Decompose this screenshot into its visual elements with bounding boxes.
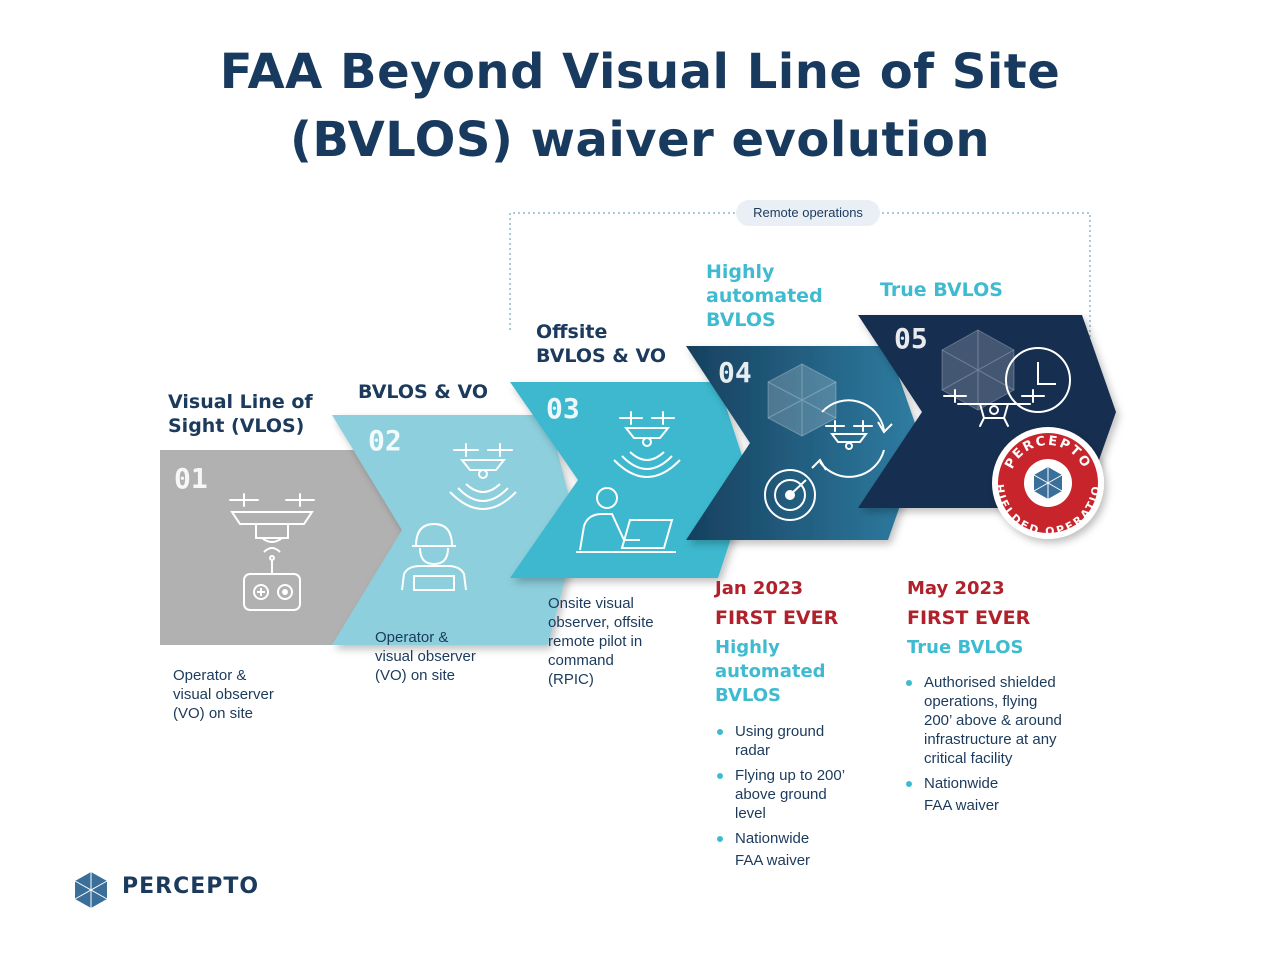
page-title-line-1: FAA Beyond Visual Line of Site [219,44,1061,100]
chevron-02 [332,415,578,645]
step-02-number: 02 [368,424,402,457]
milestone-2-date: May 2023 [907,578,1005,599]
remote-controller-icon [243,547,301,611]
worker-helmet-icon [401,522,467,591]
step-03-description: Onsite visual observer, offsite remote pil… [548,595,654,688]
step-04-label: Highly automated BVLOS [706,261,823,331]
radar-icon [764,469,816,521]
milestone-1-first-ever: FIRST EVER [715,607,839,629]
step-05-number: 05 [894,322,928,355]
drone-icon [619,411,675,447]
brand-name: PERCEPTO [122,874,260,899]
chevron-03 [510,382,750,578]
signal-waves-icon [449,483,517,510]
milestone-2-first-ever: FIRST EVER [907,607,1031,629]
page-title-line-2: (BVLOS) waiver evolution [289,112,991,168]
drone-icon [943,389,1045,427]
cycle-arrows-icon [811,399,893,478]
milestone-2-bullets: Authorised shielded operations, flying 200… [904,673,1104,821]
step-05-label: True BVLOS [880,279,1003,301]
step-04-number: 04 [718,356,752,389]
chevron-04 [686,346,922,540]
drone-icon [229,493,315,543]
list-item: Nationwide FAA waiver [715,829,885,870]
hex-shield-icon [767,363,837,437]
step-02-description: Operator & visual observer (VO) on site [375,629,476,684]
milestone-1-subtitle: Highly automated BVLOS [715,637,826,706]
step-02-label: BVLOS & VO [358,381,489,403]
step-03-number: 03 [546,392,580,425]
signal-waves-icon [613,451,681,478]
list-item: Using ground radar [715,722,885,760]
list-item: Authorised shielded operations, flying 200… [904,673,1104,768]
hex-shield-icon [941,329,1015,411]
step-03-label: Offsite BVLOS & VO [536,321,667,367]
step-01-label: Visual Line of Sight (VLOS) [168,391,313,437]
remote-operations-bracket [509,212,1091,340]
milestone-1-bullets: Using ground radar Flying up to 200’ above… [715,722,885,876]
percepto-logo-icon [74,872,108,908]
step-01-number: 01 [174,462,208,495]
laptop-operator-icon [576,487,676,553]
step-01-description: Operator & visual observer (VO) on site [173,667,274,722]
milestone-1-date: Jan 2023 [715,578,804,599]
remote-operations-label: Remote operations [736,200,880,226]
list-item: Nationwide FAA waiver [904,774,1104,815]
list-item: Flying up to 200’ above ground level [715,766,885,823]
drone-icon [453,443,513,479]
milestone-2-subtitle: True BVLOS [907,637,1024,658]
drone-icon [825,420,873,450]
clock-icon [1005,347,1071,413]
